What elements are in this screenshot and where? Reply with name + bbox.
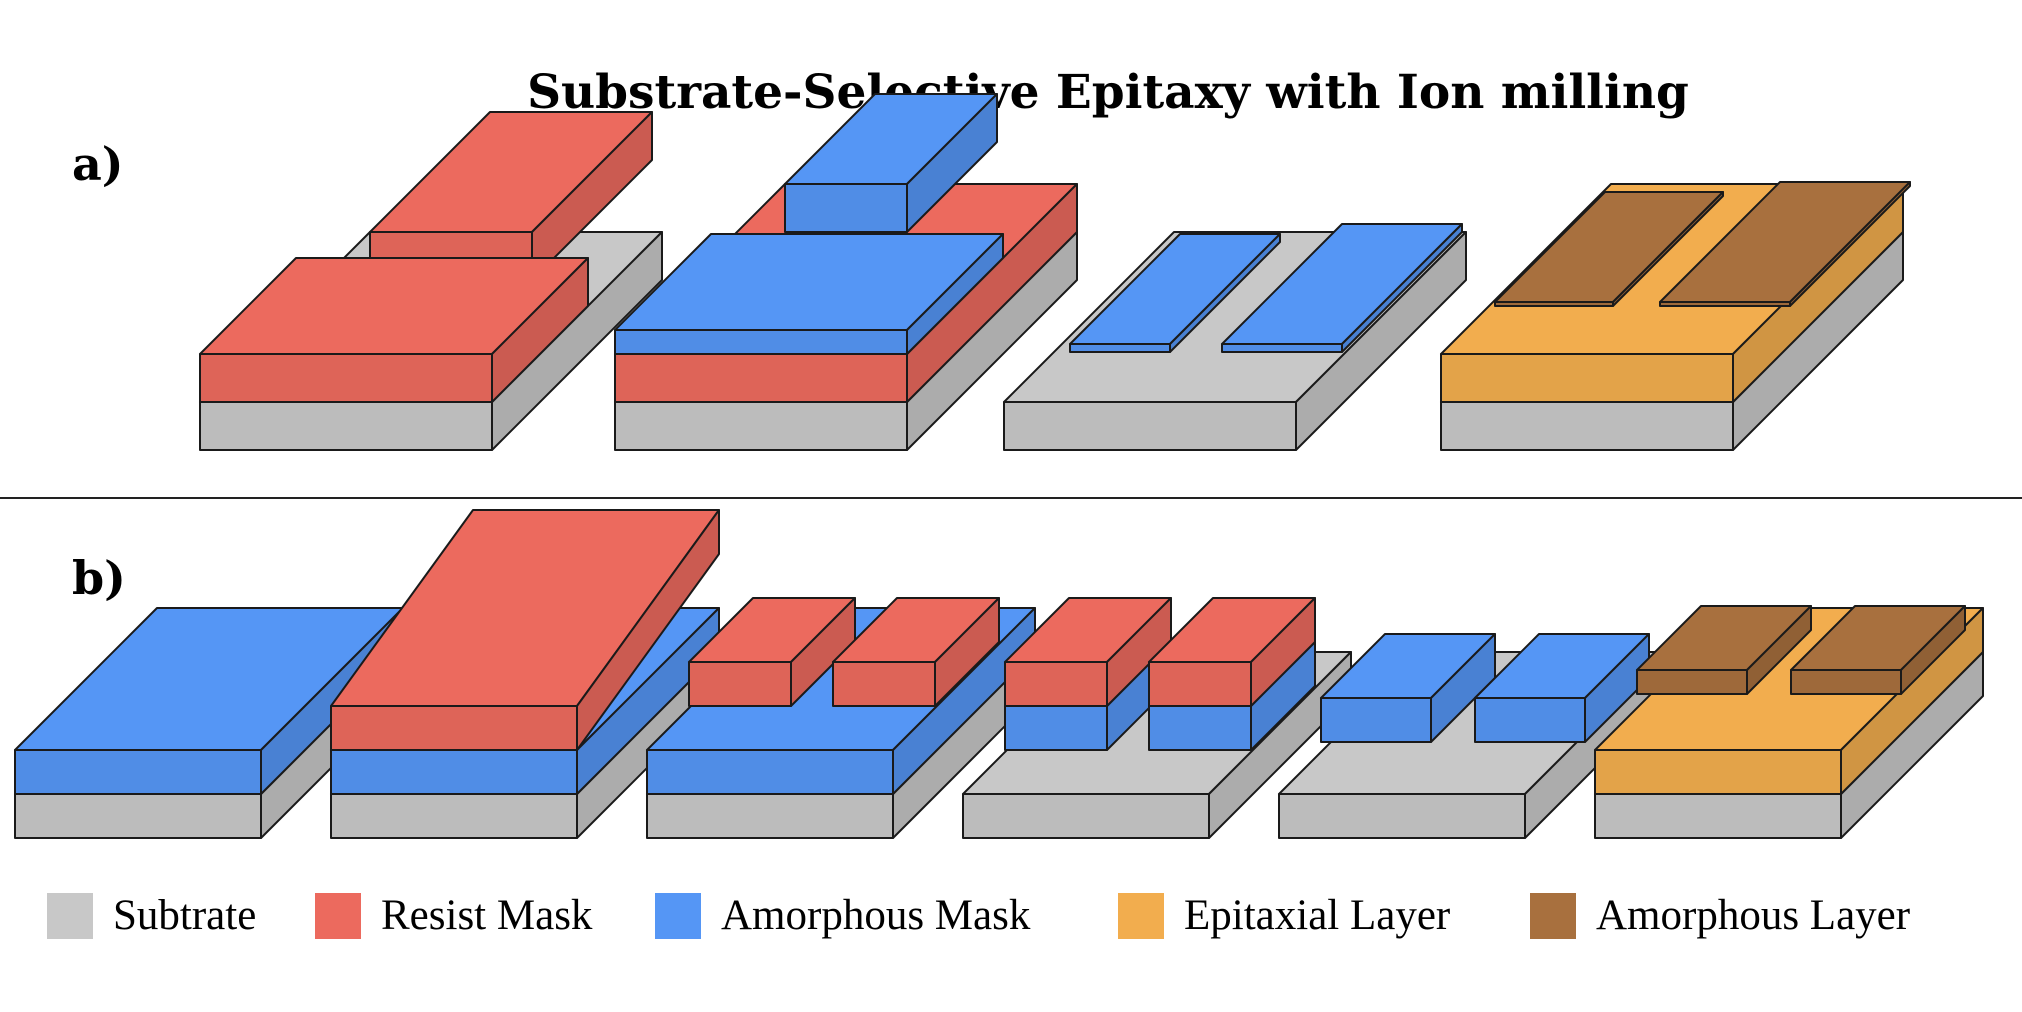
a1-resist-front-front [199, 353, 493, 403]
b4-resist-right-front [1148, 661, 1252, 707]
a2-mask-front [614, 233, 1004, 355]
a4-amorph-left-front [1494, 301, 1614, 307]
b6-amorph-left-front [1636, 669, 1748, 695]
b2-resist [330, 509, 720, 751]
legend-label-4: Epitaxial Layer [1184, 892, 1450, 939]
b2-mask-front [330, 749, 578, 795]
b4-resist-left [1004, 597, 1172, 707]
legend-label-3: Amorphous Mask [721, 892, 1031, 939]
legend-swatch-2 [315, 893, 361, 939]
b2-substrate-front [330, 793, 578, 839]
b4-resist-right [1148, 597, 1316, 707]
b5-mask-left-front [1320, 697, 1432, 743]
b3-substrate-front [646, 793, 894, 839]
a3-mask-right-front [1221, 343, 1343, 353]
b4-substrate-front [962, 793, 1210, 839]
b1-mask-front [14, 749, 262, 795]
a3-mask-right [1221, 223, 1463, 353]
a4-epitaxial-front [1440, 353, 1734, 403]
legend-swatch-3 [655, 893, 701, 939]
b5-mask-right [1474, 633, 1650, 743]
b3-resist-right [832, 597, 1000, 707]
a3-substrate-front [1003, 401, 1297, 451]
a3-mask-left [1069, 233, 1281, 353]
panel-a-label: a) [72, 137, 124, 191]
process-steps [14, 93, 1984, 839]
b6-epitaxial-front [1594, 749, 1842, 795]
b5-substrate-front [1278, 793, 1526, 839]
a2-substrate-front [614, 401, 908, 451]
a4-substrate-front [1440, 401, 1734, 451]
b5-mask-right-front [1474, 697, 1586, 743]
b6-substrate-front [1594, 793, 1842, 839]
a4-amorph-left [1494, 191, 1724, 307]
a1-substrate-front [199, 401, 493, 451]
legend-swatch-5 [1530, 893, 1576, 939]
a2-resist-front [614, 353, 908, 403]
b4-resist-left-front [1004, 661, 1108, 707]
legend-swatch-1 [47, 893, 93, 939]
b6-amorph-right-front [1790, 669, 1902, 695]
legend: Subtrate Resist Mask Amorphous Mask Epitaxi… [47, 892, 1910, 939]
b2-resist-front [330, 705, 578, 751]
legend-label-1: Subtrate [113, 892, 256, 939]
b6-epitaxial [1594, 607, 1984, 795]
b3-resist-left-front [688, 661, 792, 707]
b1-substrate-front [14, 793, 262, 839]
diagram-title: Substrate-Selective Epitaxy with Ion mil… [527, 65, 1689, 120]
a1-resist-front [199, 257, 589, 403]
a2-mask-front-front [614, 329, 908, 355]
b6-amorph-right [1790, 605, 1966, 695]
a4-amorph-right-front [1659, 301, 1791, 307]
a3-mask-left-front [1069, 343, 1171, 353]
a2-mask-back [784, 93, 998, 233]
legend-label-2: Resist Mask [381, 892, 593, 939]
b4-mask-right-front [1148, 705, 1252, 751]
panel-b-label: b) [72, 551, 126, 605]
a4-amorph-right [1659, 181, 1911, 307]
legend-label-5: Amorphous Layer [1596, 892, 1910, 939]
b3-resist-right-front [832, 661, 936, 707]
a2-mask-back-front [784, 183, 908, 233]
legend-swatch-4 [1118, 893, 1164, 939]
b5-mask-left [1320, 633, 1496, 743]
b6-amorph-left [1636, 605, 1812, 695]
b4-mask-left-front [1004, 705, 1108, 751]
b3-resist-left [688, 597, 856, 707]
b3-mask-front [646, 749, 894, 795]
